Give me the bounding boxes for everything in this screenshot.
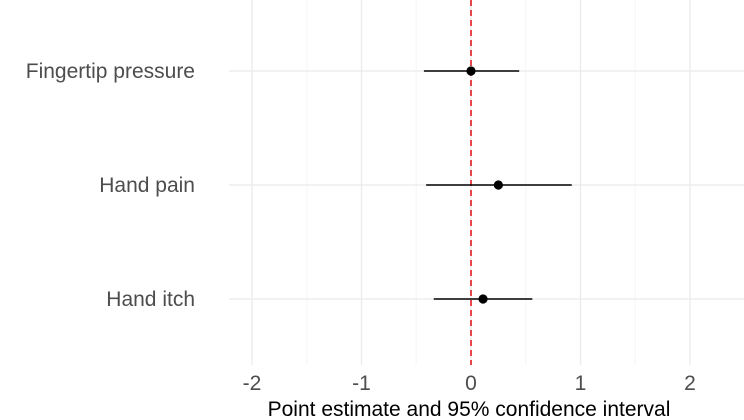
y-tick-label: Fingertip pressure — [26, 60, 195, 83]
x-tick-label: -2 — [243, 372, 262, 395]
estimate-marks — [423, 66, 572, 304]
x-tick-label: 1 — [575, 372, 587, 395]
x-tick-label: 0 — [465, 372, 477, 395]
grid-lines — [229, 0, 744, 365]
point-estimate — [466, 66, 476, 76]
point-estimate — [493, 180, 503, 190]
x-tick-label: 2 — [684, 372, 696, 395]
x-axis-tick-labels: -2 -1 0 1 2 — [243, 372, 696, 395]
y-tick-label: Hand pain — [99, 174, 195, 197]
x-tick-label: -1 — [352, 372, 371, 395]
y-axis-tick-labels: Fingertip pressure Hand pain Hand itch — [26, 60, 195, 311]
point-estimate — [478, 294, 488, 304]
y-tick-label: Hand itch — [106, 288, 195, 311]
x-axis-title: Point estimate and 95% confidence interv… — [268, 398, 671, 420]
